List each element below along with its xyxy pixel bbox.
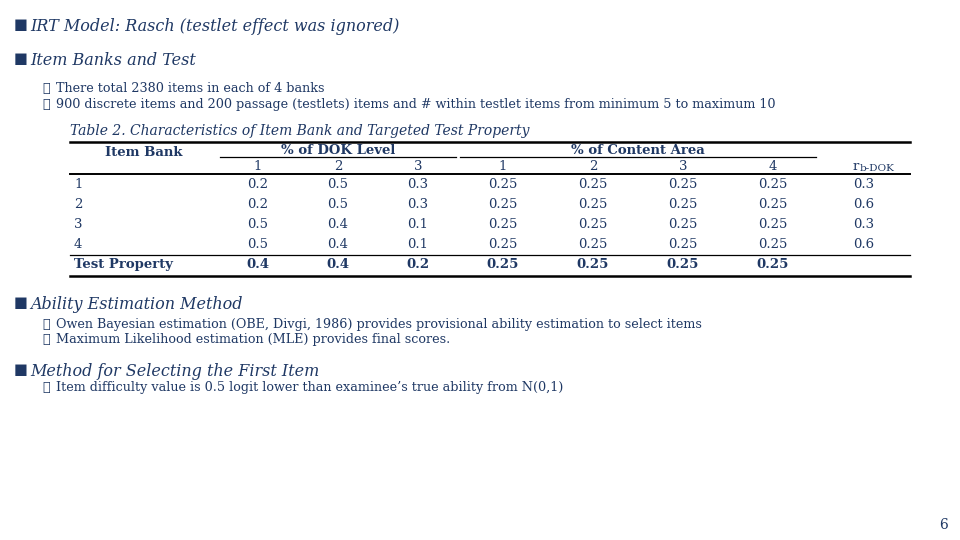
Text: Owen Bayesian estimation (OBE, Divgi, 1986) provides provisional ability estimat: Owen Bayesian estimation (OBE, Divgi, 19… bbox=[56, 318, 702, 331]
Text: 4: 4 bbox=[769, 160, 778, 173]
Text: Item Banks and Test: Item Banks and Test bbox=[30, 52, 196, 69]
Text: r: r bbox=[852, 160, 859, 173]
Text: 0.25: 0.25 bbox=[668, 198, 698, 211]
Text: 0.25: 0.25 bbox=[489, 178, 517, 191]
Text: ■: ■ bbox=[14, 52, 28, 66]
Text: ✓: ✓ bbox=[42, 333, 50, 346]
Text: Maximum Likelihood estimation (MLE) provides final scores.: Maximum Likelihood estimation (MLE) prov… bbox=[56, 333, 450, 346]
Text: Table 2. Characteristics of Item Bank and Targeted Test Property: Table 2. Characteristics of Item Bank an… bbox=[70, 124, 530, 138]
Text: 0.25: 0.25 bbox=[577, 258, 610, 271]
Text: 0.25: 0.25 bbox=[489, 218, 517, 231]
Text: Method for Selecting the First Item: Method for Selecting the First Item bbox=[30, 363, 320, 380]
Text: There total 2380 items in each of 4 banks: There total 2380 items in each of 4 bank… bbox=[56, 82, 324, 95]
Text: % of DOK Level: % of DOK Level bbox=[281, 144, 396, 157]
Text: 0.25: 0.25 bbox=[578, 198, 608, 211]
Text: 2: 2 bbox=[588, 160, 597, 173]
Text: 4: 4 bbox=[74, 238, 83, 251]
Text: 0.25: 0.25 bbox=[667, 258, 699, 271]
Text: 0.2: 0.2 bbox=[248, 198, 269, 211]
Text: 6: 6 bbox=[939, 518, 948, 532]
Text: 0.2: 0.2 bbox=[248, 178, 269, 191]
Text: Item Bank: Item Bank bbox=[106, 145, 182, 159]
Text: 2: 2 bbox=[74, 198, 83, 211]
Text: ■: ■ bbox=[14, 363, 28, 377]
Text: 0.25: 0.25 bbox=[487, 258, 519, 271]
Text: 0.25: 0.25 bbox=[668, 178, 698, 191]
Text: ■: ■ bbox=[14, 18, 28, 32]
Text: 2: 2 bbox=[334, 160, 342, 173]
Text: % of Content Area: % of Content Area bbox=[571, 144, 705, 157]
Text: 0.5: 0.5 bbox=[327, 198, 348, 211]
Text: 0.25: 0.25 bbox=[758, 198, 788, 211]
Text: 3: 3 bbox=[74, 218, 83, 231]
Text: 0.25: 0.25 bbox=[578, 218, 608, 231]
Text: 1: 1 bbox=[499, 160, 507, 173]
Text: 900 discrete items and 200 passage (testlets) items and # within testlet items f: 900 discrete items and 200 passage (test… bbox=[56, 98, 776, 111]
Text: 0.4: 0.4 bbox=[326, 258, 349, 271]
Text: 0.4: 0.4 bbox=[247, 258, 270, 271]
Text: 0.3: 0.3 bbox=[853, 218, 875, 231]
Text: 0.6: 0.6 bbox=[853, 198, 875, 211]
Text: 0.3: 0.3 bbox=[853, 178, 875, 191]
Text: 0.25: 0.25 bbox=[758, 178, 788, 191]
Text: IRT Model: Rasch (testlet effect was ignored): IRT Model: Rasch (testlet effect was ign… bbox=[30, 18, 399, 35]
Text: 0.25: 0.25 bbox=[578, 238, 608, 251]
Text: 0.4: 0.4 bbox=[327, 218, 348, 231]
Text: 0.25: 0.25 bbox=[668, 238, 698, 251]
Text: 0.25: 0.25 bbox=[668, 218, 698, 231]
Text: 0.25: 0.25 bbox=[489, 198, 517, 211]
Text: Test Property: Test Property bbox=[74, 258, 173, 271]
Text: 0.1: 0.1 bbox=[407, 218, 428, 231]
Text: ■: ■ bbox=[14, 296, 28, 310]
Text: 0.3: 0.3 bbox=[407, 178, 428, 191]
Text: ✓: ✓ bbox=[42, 82, 50, 95]
Text: 0.5: 0.5 bbox=[248, 238, 269, 251]
Text: 0.25: 0.25 bbox=[758, 218, 788, 231]
Text: 0.1: 0.1 bbox=[407, 238, 428, 251]
Text: 0.5: 0.5 bbox=[248, 218, 269, 231]
Text: 0.25: 0.25 bbox=[756, 258, 789, 271]
Text: ✓: ✓ bbox=[42, 318, 50, 331]
Text: 1: 1 bbox=[253, 160, 262, 173]
Text: Ability Estimation Method: Ability Estimation Method bbox=[30, 296, 243, 313]
Text: b-DOK: b-DOK bbox=[860, 164, 895, 173]
Text: 0.5: 0.5 bbox=[327, 178, 348, 191]
Text: 0.4: 0.4 bbox=[327, 238, 348, 251]
Text: ✓: ✓ bbox=[42, 381, 50, 394]
Text: 3: 3 bbox=[679, 160, 687, 173]
Text: 0.2: 0.2 bbox=[406, 258, 429, 271]
Text: 0.25: 0.25 bbox=[578, 178, 608, 191]
Text: Item difficulty value is 0.5 logit lower than examinee’s true ability from N(0,1: Item difficulty value is 0.5 logit lower… bbox=[56, 381, 564, 394]
Text: 3: 3 bbox=[414, 160, 422, 173]
Text: 0.25: 0.25 bbox=[758, 238, 788, 251]
Text: 0.6: 0.6 bbox=[853, 238, 875, 251]
Text: ✓: ✓ bbox=[42, 98, 50, 111]
Text: 1: 1 bbox=[74, 178, 83, 191]
Text: 0.25: 0.25 bbox=[489, 238, 517, 251]
Text: 0.3: 0.3 bbox=[407, 198, 428, 211]
